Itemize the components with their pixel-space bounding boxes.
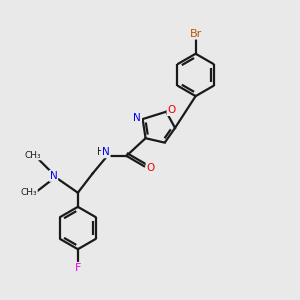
Text: F: F bbox=[75, 263, 81, 273]
Text: N: N bbox=[102, 147, 110, 158]
Text: Br: Br bbox=[190, 29, 202, 39]
Text: N: N bbox=[50, 171, 57, 181]
Text: CH₃: CH₃ bbox=[20, 188, 37, 197]
Text: O: O bbox=[167, 105, 175, 115]
Text: N: N bbox=[134, 112, 141, 123]
Text: CH₃: CH₃ bbox=[25, 151, 41, 160]
Text: O: O bbox=[146, 163, 155, 173]
Text: H: H bbox=[97, 147, 104, 158]
